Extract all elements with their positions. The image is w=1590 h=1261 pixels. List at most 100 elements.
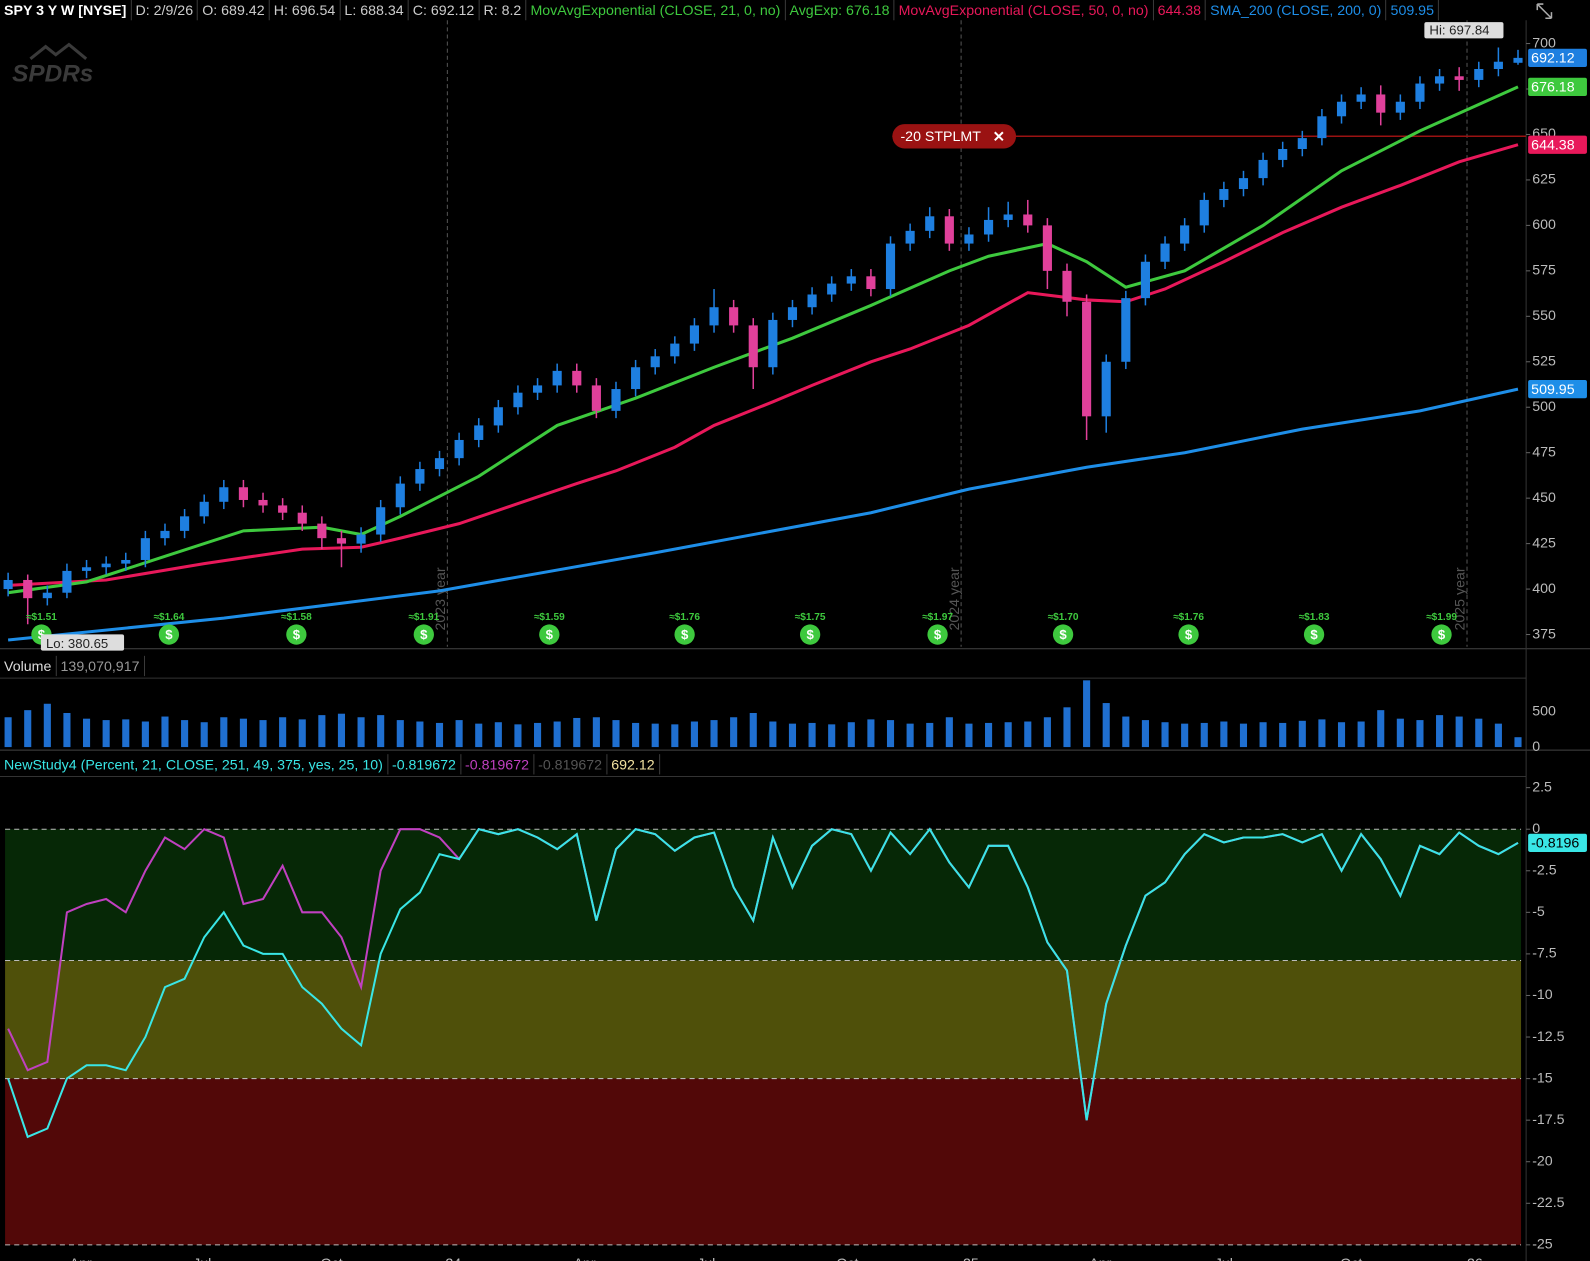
volume-bar <box>181 720 189 748</box>
y-tick-label: 575 <box>1532 263 1556 279</box>
dividend-label: ≈$1.70 <box>1048 612 1079 623</box>
x-tick-label: Jul <box>1215 1256 1233 1261</box>
volume-bar <box>357 717 365 748</box>
candle-body <box>1101 361 1111 417</box>
candle-body <box>121 559 131 564</box>
volume-bar <box>337 713 346 748</box>
price-box <box>1528 380 1587 399</box>
price-box <box>1528 48 1587 68</box>
volume-bar <box>82 718 91 748</box>
order-cancel-icon[interactable] <box>994 131 1004 142</box>
volume-bar <box>4 717 12 748</box>
volume-bar <box>985 722 993 748</box>
volume-bar <box>1494 723 1502 748</box>
volume-bar <box>749 712 757 748</box>
hi-label-box <box>1424 22 1504 39</box>
volume-bar <box>690 721 698 748</box>
volume-bar <box>318 715 326 748</box>
candle-body <box>219 487 229 502</box>
volume-bar <box>1181 723 1189 748</box>
dividend-icon <box>1431 624 1452 645</box>
volume-bar <box>279 717 287 748</box>
candle-body <box>1395 101 1405 113</box>
volume-bar <box>435 722 444 748</box>
y-tick-label: 700 <box>1532 35 1556 51</box>
dividend-icon <box>1052 624 1074 645</box>
study-readout: 692.12 <box>607 754 660 775</box>
volume-bar <box>1475 718 1483 748</box>
volume-bar <box>1043 717 1051 748</box>
dividend-icon-glyph: $ <box>1185 627 1193 642</box>
dividend-label: ≈$1.64 <box>153 612 184 623</box>
candle-body <box>1297 138 1307 150</box>
x-tick-label: Oct <box>1340 1256 1362 1261</box>
candle-body <box>1415 83 1425 102</box>
logo-mountains <box>29 42 88 60</box>
header-item: MovAvgExponential (CLOSE, 21, 0, no) <box>526 0 786 21</box>
volume-bar <box>906 723 914 748</box>
volume-bar <box>788 723 797 748</box>
study-readout: -0.819672 <box>461 754 535 775</box>
candle-body <box>434 458 445 470</box>
candle-body <box>1180 225 1190 244</box>
y-tick-label: 525 <box>1532 354 1556 370</box>
volume-bar <box>1161 722 1169 748</box>
candle-body <box>1023 214 1033 226</box>
dividend-icon <box>539 624 560 645</box>
volume-bar <box>828 724 836 748</box>
volume-bar <box>1279 722 1287 748</box>
volume-bar <box>573 717 581 748</box>
y-tick-label: 500 <box>1532 703 1556 719</box>
y-tick-label: -25 <box>1532 1237 1553 1253</box>
dividend-label: ≈$1.83 <box>1299 612 1330 623</box>
candle-body <box>474 425 484 440</box>
volume-bar <box>534 722 542 748</box>
candle-body <box>964 234 974 244</box>
expand-icon[interactable] <box>1536 3 1553 20</box>
candle-body <box>1336 101 1347 117</box>
volume-bar <box>1004 722 1012 748</box>
y-tick-label: 475 <box>1532 444 1556 460</box>
candle-body <box>1258 159 1268 179</box>
logo: SPDRs <box>12 60 93 87</box>
dividend-icon-glyph: $ <box>546 627 554 642</box>
volume-bar <box>494 722 502 748</box>
volume-bar <box>1436 715 1444 748</box>
candle-body <box>729 307 739 326</box>
candle-body <box>1121 298 1131 362</box>
dividend-icon <box>413 624 434 645</box>
x-tick-label: 24 <box>445 1256 461 1261</box>
candle-body <box>278 505 288 513</box>
candle-body <box>1140 261 1150 299</box>
moving-average-line <box>8 143 1519 587</box>
volume-bar <box>1024 721 1032 748</box>
volume-bar <box>1416 720 1424 748</box>
zone <box>5 829 1522 961</box>
volume-bar <box>416 721 424 748</box>
volume-bar <box>1200 722 1208 748</box>
study-header: NewStudy4 (Percent, 21, CLOSE, 251, 49, … <box>0 754 660 775</box>
dividend-label: ≈$1.99 <box>1426 612 1457 623</box>
volume-bar <box>24 710 32 748</box>
volume-bar <box>1318 719 1326 748</box>
dividend-icon-glyph: $ <box>1310 627 1318 642</box>
dividend-icon <box>158 624 180 645</box>
x-tick-label: 26 <box>1467 1256 1483 1261</box>
dividend-icon-glyph: $ <box>1059 627 1067 642</box>
dividend-label: ≈$1.76 <box>1173 612 1204 623</box>
candle-body <box>748 325 758 368</box>
candle-body <box>317 523 327 539</box>
volume-bar <box>1298 720 1306 748</box>
candle-body <box>1003 214 1013 220</box>
volume-bar <box>769 721 777 748</box>
header-item: 644.38 <box>1154 0 1207 21</box>
volume-bar <box>102 720 110 748</box>
candle-body <box>670 343 680 357</box>
y-tick-label: 450 <box>1532 490 1556 506</box>
x-tick-label: Apr <box>574 1256 596 1261</box>
dividend-icon-glyph: $ <box>806 627 814 642</box>
header-item: C: 692.12 <box>409 0 480 21</box>
volume-header: Volume 139,070,917 <box>0 655 145 677</box>
volume-readout: 139,070,917 <box>56 655 145 677</box>
volume-bar <box>43 703 51 748</box>
